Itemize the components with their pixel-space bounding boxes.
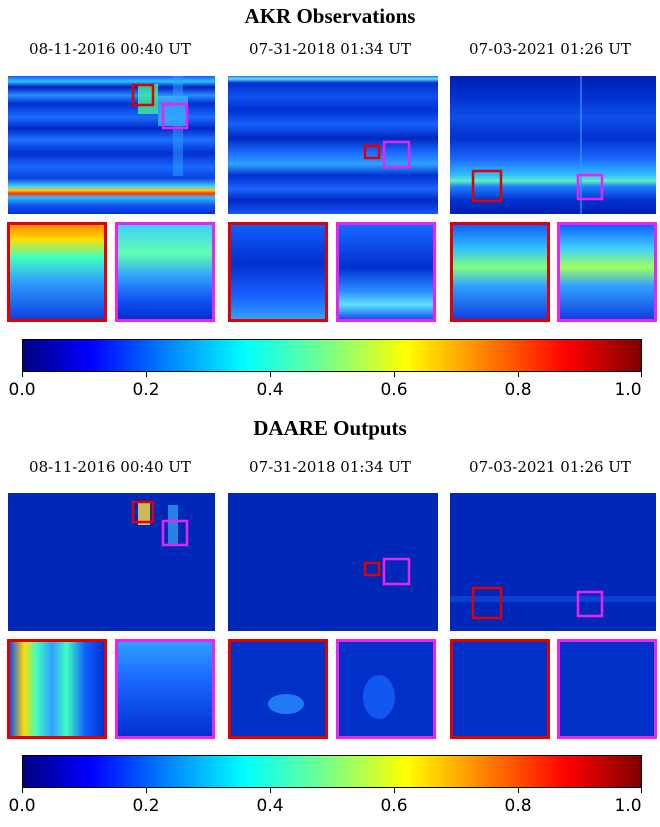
observation-zoom-1b [115,222,215,322]
colorbar-bottom-tickmark [146,788,147,793]
date-label-3: 07-03-2021 01:26 UT [469,40,631,58]
colorbar-top-tick-label: 1.0 [614,380,642,400]
date-label-1: 08-11-2016 00:40 UT [29,40,191,58]
output-spectrogram-2 [228,493,438,631]
date-label-2: 07-31-2018 01:34 UT [249,40,411,58]
output-zoom-2a [228,639,328,739]
colorbar-bottom-tick-label: 0.2 [132,796,160,816]
observation-zoom-1a [7,222,107,322]
colorbar-top-tickmark [146,372,147,377]
colorbar-bottom-tick-label: 1.0 [614,796,642,816]
date-label-3: 07-03-2021 01:26 UT [469,458,631,476]
colorbar-bottom-tickmark [270,788,271,793]
colorbar-top-tickmark [270,372,271,377]
output-zoom-2b [336,639,436,739]
observation-zoom-3a [450,222,550,322]
colorbar-bottom-tick-label: 0.4 [256,796,284,816]
date-label-1: 08-11-2016 00:40 UT [29,458,191,476]
colorbar-top-tickmark [394,372,395,377]
akr-observations-title: AKR Observations [244,4,416,28]
colorbar-top-tick-label: 0.8 [504,380,532,400]
colorbar-top-tick-label: 0.2 [132,380,160,400]
colorbar-bottom-tick-label: 0.8 [504,796,532,816]
output-spectrogram-3 [450,493,656,631]
colorbar-top-tickmark [518,372,519,377]
observation-zoom-2a [228,222,328,322]
colorbar-top-tick-label: 0.4 [256,380,284,400]
colorbar-bottom-tick-label: 0.6 [380,796,408,816]
colorbar-top-tickmark [641,372,642,377]
daare-outputs-title: DAARE Outputs [253,416,407,440]
colorbar-top [22,339,642,372]
colorbar-top-tickmark [22,372,23,377]
observation-spectrogram-3 [450,76,656,214]
colorbar-top-tick-label: 0.6 [380,380,408,400]
colorbar-top-tick-label: 0.0 [8,380,36,400]
colorbar-bottom-tick-label: 0.0 [8,796,36,816]
output-zoom-1b [115,639,215,739]
observation-spectrogram-1 [8,76,215,214]
observation-spectrogram-2 [228,76,438,214]
colorbar-bottom-tickmark [394,788,395,793]
colorbar-bottom-tickmark [641,788,642,793]
observation-zoom-3b [557,222,657,322]
output-zoom-3a [450,639,550,739]
observation-zoom-2b [336,222,436,322]
colorbar-bottom [22,755,642,788]
date-label-2: 07-31-2018 01:34 UT [249,458,411,476]
output-spectrogram-1 [8,493,215,631]
colorbar-bottom-tickmark [518,788,519,793]
output-zoom-3b [557,639,657,739]
output-zoom-1a [7,639,107,739]
colorbar-bottom-tickmark [22,788,23,793]
